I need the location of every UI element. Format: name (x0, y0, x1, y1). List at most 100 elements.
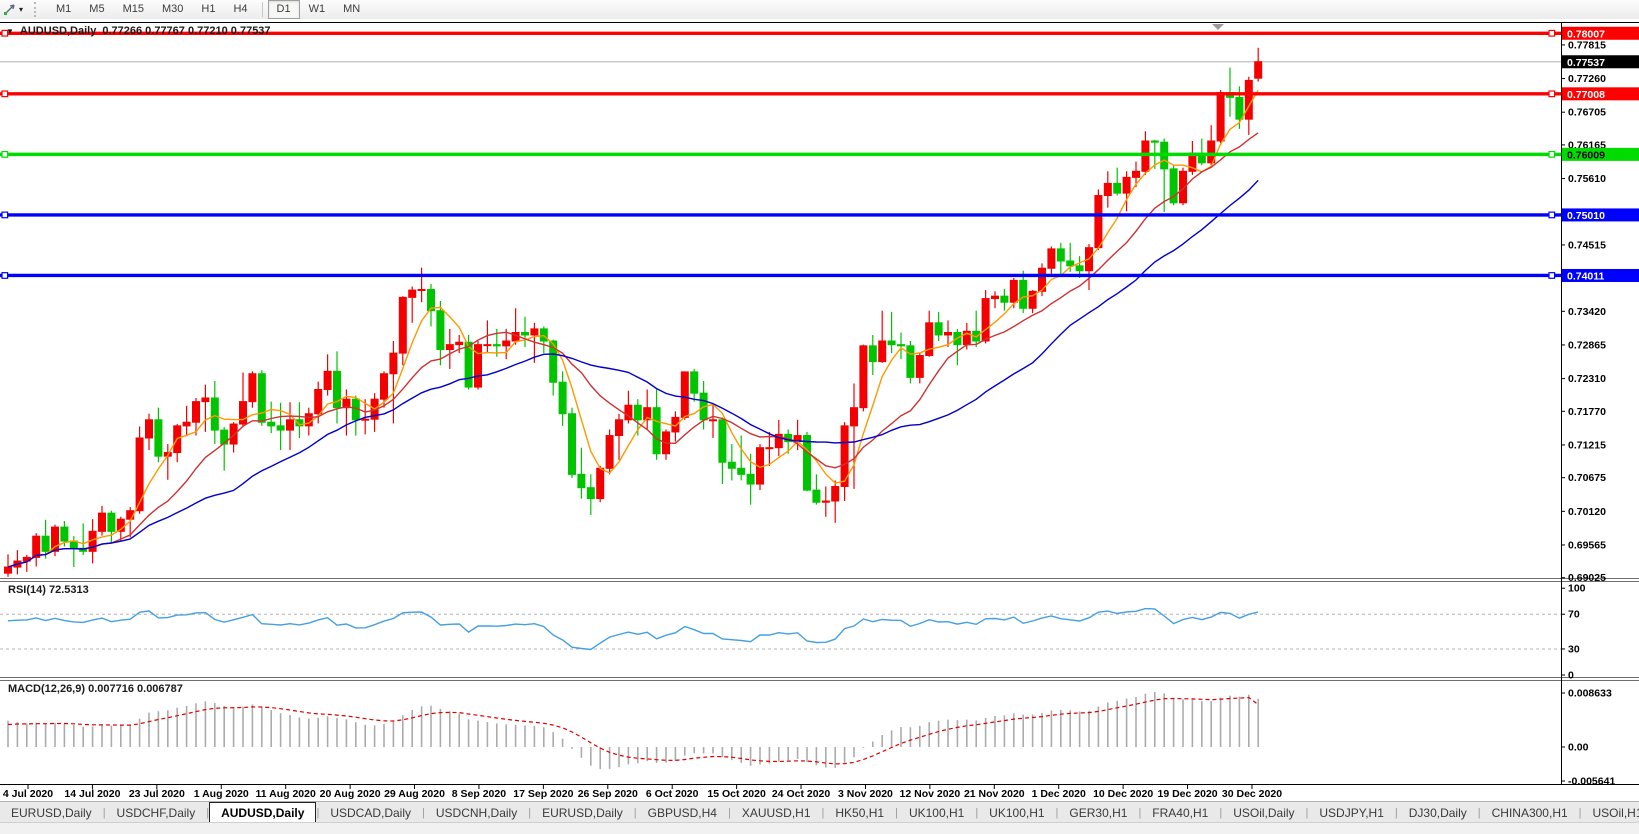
candle (821, 486, 830, 517)
candle (398, 296, 407, 366)
candle (596, 465, 605, 503)
tab-separator: | (206, 806, 210, 819)
tab-usdcad-daily-3[interactable]: USDCAD,Daily (330, 805, 411, 820)
chart-shift-marker-icon[interactable] (1212, 24, 1224, 30)
chart-window[interactable]: 0.77815 0.77260 0.76705 0.76165 0.75610 0.745… (0, 19, 1639, 801)
date-tick-label: 4 Jul 2020 (3, 788, 53, 800)
timeframe-button-mn[interactable]: MN (343, 3, 361, 15)
date-tick-label: 29 Aug 2020 (384, 788, 445, 800)
line-handle[interactable] (1548, 211, 1556, 219)
candle (483, 320, 492, 354)
timeframe-button-d1[interactable]: D1 (267, 0, 300, 19)
price-tick-label: 0.76705 (1568, 107, 1606, 119)
candle (718, 417, 727, 485)
tab-separator: | (1219, 806, 1223, 819)
chevron-down-icon[interactable]: ▾ (19, 5, 24, 14)
status-bar (0, 822, 1639, 834)
tab-audusd-daily-2[interactable]: AUDUSD,Daily (209, 802, 317, 823)
tab-eurusd-daily-5[interactable]: EURUSD,Daily (542, 805, 623, 820)
price-badge-0.78007: 0.78007 (1562, 26, 1639, 40)
candle (445, 328, 454, 369)
candle (1047, 246, 1056, 275)
line-handle[interactable] (1548, 272, 1556, 279)
ma-line-12 (7, 132, 1259, 568)
macd-tick-label: 0.00 (1568, 742, 1589, 754)
candle (436, 301, 445, 366)
tab-fra40-h1-12[interactable]: FRA40,H1 (1152, 805, 1209, 820)
candle (257, 370, 266, 426)
tab-separator: | (895, 806, 898, 819)
rsi-line (7, 607, 1259, 651)
line-handle[interactable] (1548, 29, 1556, 37)
title-dropdown-icon[interactable]: ▼ (6, 26, 14, 36)
timeframe-button-m5[interactable]: M5 (89, 3, 105, 15)
candle (154, 407, 163, 463)
tab-china300-h1-16[interactable]: CHINA300,H1 (1491, 805, 1568, 820)
candle (1028, 290, 1037, 314)
tab-eurusd-daily-0[interactable]: EURUSD,Daily (11, 805, 92, 820)
tab-usoil-h1-17[interactable]: USOil,H1 (1592, 805, 1639, 820)
tab-dj30-daily-15[interactable]: DJ30,Daily (1408, 805, 1467, 820)
timeframe-button-m1[interactable]: M1 (56, 3, 72, 15)
line-handle[interactable] (1548, 90, 1556, 98)
tab-xauusd-h1-7[interactable]: XAUUSD,H1 (741, 805, 811, 820)
tab-separator: | (821, 806, 825, 819)
chart-canvas[interactable]: 0.778150.772600.767050.761650.756100.745… (0, 19, 1639, 801)
date-tick-label: 1 Dec 2020 (1032, 788, 1086, 800)
tab-uk100-h1-10[interactable]: UK100,H1 (989, 805, 1045, 820)
candle (568, 407, 576, 478)
line-handle[interactable] (1548, 150, 1556, 158)
timeframe-button-m30[interactable]: M30 (161, 3, 184, 15)
tab-usoil-daily-13[interactable]: USOil,Daily (1233, 805, 1295, 820)
line-handle[interactable] (1, 272, 9, 279)
candle (502, 328, 511, 360)
candle (1094, 189, 1103, 251)
macd-tick-label: -0.005641 (1568, 776, 1615, 788)
candle (1000, 288, 1009, 311)
timeframe-button-w1[interactable]: W1 (308, 3, 326, 15)
price-tick-label: 0.71215 (1568, 439, 1606, 451)
line-handle[interactable] (1, 150, 9, 158)
line-handle[interactable] (1, 29, 9, 37)
chart-title: ▼ AUDUSD,Daily 0.77266 0.77767 0.77210 0… (6, 25, 271, 37)
tab-separator: | (1305, 806, 1309, 819)
candle (474, 341, 482, 390)
rsi-tick-label: 100 (1568, 583, 1586, 595)
tab-usdcnh-daily-4[interactable]: USDCNH,Daily (435, 805, 518, 820)
candle (192, 397, 200, 436)
rsi-tick-label: 70 (1568, 609, 1580, 621)
line-handle[interactable] (1, 90, 9, 98)
time-axis[interactable]: 4 Jul 2020 14 Jul 2020 23 Jul 2020 1 Aug 20… (0, 784, 1639, 800)
chart-ohlc-values: 0.77266 0.77767 0.77210 0.77537 (102, 25, 271, 37)
candle (408, 286, 417, 323)
line-handle[interactable] (1, 211, 9, 219)
tab-ger30-h1-11[interactable]: GER30,H1 (1069, 805, 1128, 820)
tab-separator: | (633, 806, 637, 819)
tab-usdchf-daily-1[interactable]: USDCHF,Daily (116, 805, 196, 820)
macd-tick-label: 0.008633 (1568, 688, 1612, 700)
tab-hk50-h1-8[interactable]: HK50,H1 (835, 805, 885, 820)
candle (831, 480, 840, 523)
tab-uk100-h1-9[interactable]: UK100,H1 (908, 805, 965, 820)
candle (991, 291, 999, 309)
cursor-tool-button[interactable]: ▾ (0, 1, 26, 18)
price-tick-label: 0.73420 (1568, 306, 1606, 318)
candle (643, 389, 652, 430)
macd-signal-line (7, 696, 1259, 765)
price-tick-label: 0.77815 (1568, 39, 1606, 51)
timeframe-button-h4[interactable]: H4 (233, 3, 248, 15)
candle (135, 426, 144, 514)
candle (1216, 90, 1225, 144)
toolbar-drag-handle[interactable] (34, 2, 41, 17)
candle (1179, 167, 1187, 206)
timeframe-button-m15[interactable]: M15 (122, 3, 144, 15)
candle (1113, 167, 1122, 196)
cursor-icon (4, 4, 15, 15)
candles (4, 47, 1263, 577)
tab-usdjpy-h1-14[interactable]: USDJPY,H1 (1319, 805, 1384, 820)
date-tick-label: 24 Oct 2020 (772, 788, 831, 800)
tab-gbpusd-h4-6[interactable]: GBPUSD,H4 (647, 805, 717, 820)
timeframe-button-h1[interactable]: H1 (201, 3, 216, 15)
date-tick-label: 10 Dec 2020 (1093, 788, 1153, 800)
price-tick-label: 0.69025 (1568, 572, 1606, 584)
